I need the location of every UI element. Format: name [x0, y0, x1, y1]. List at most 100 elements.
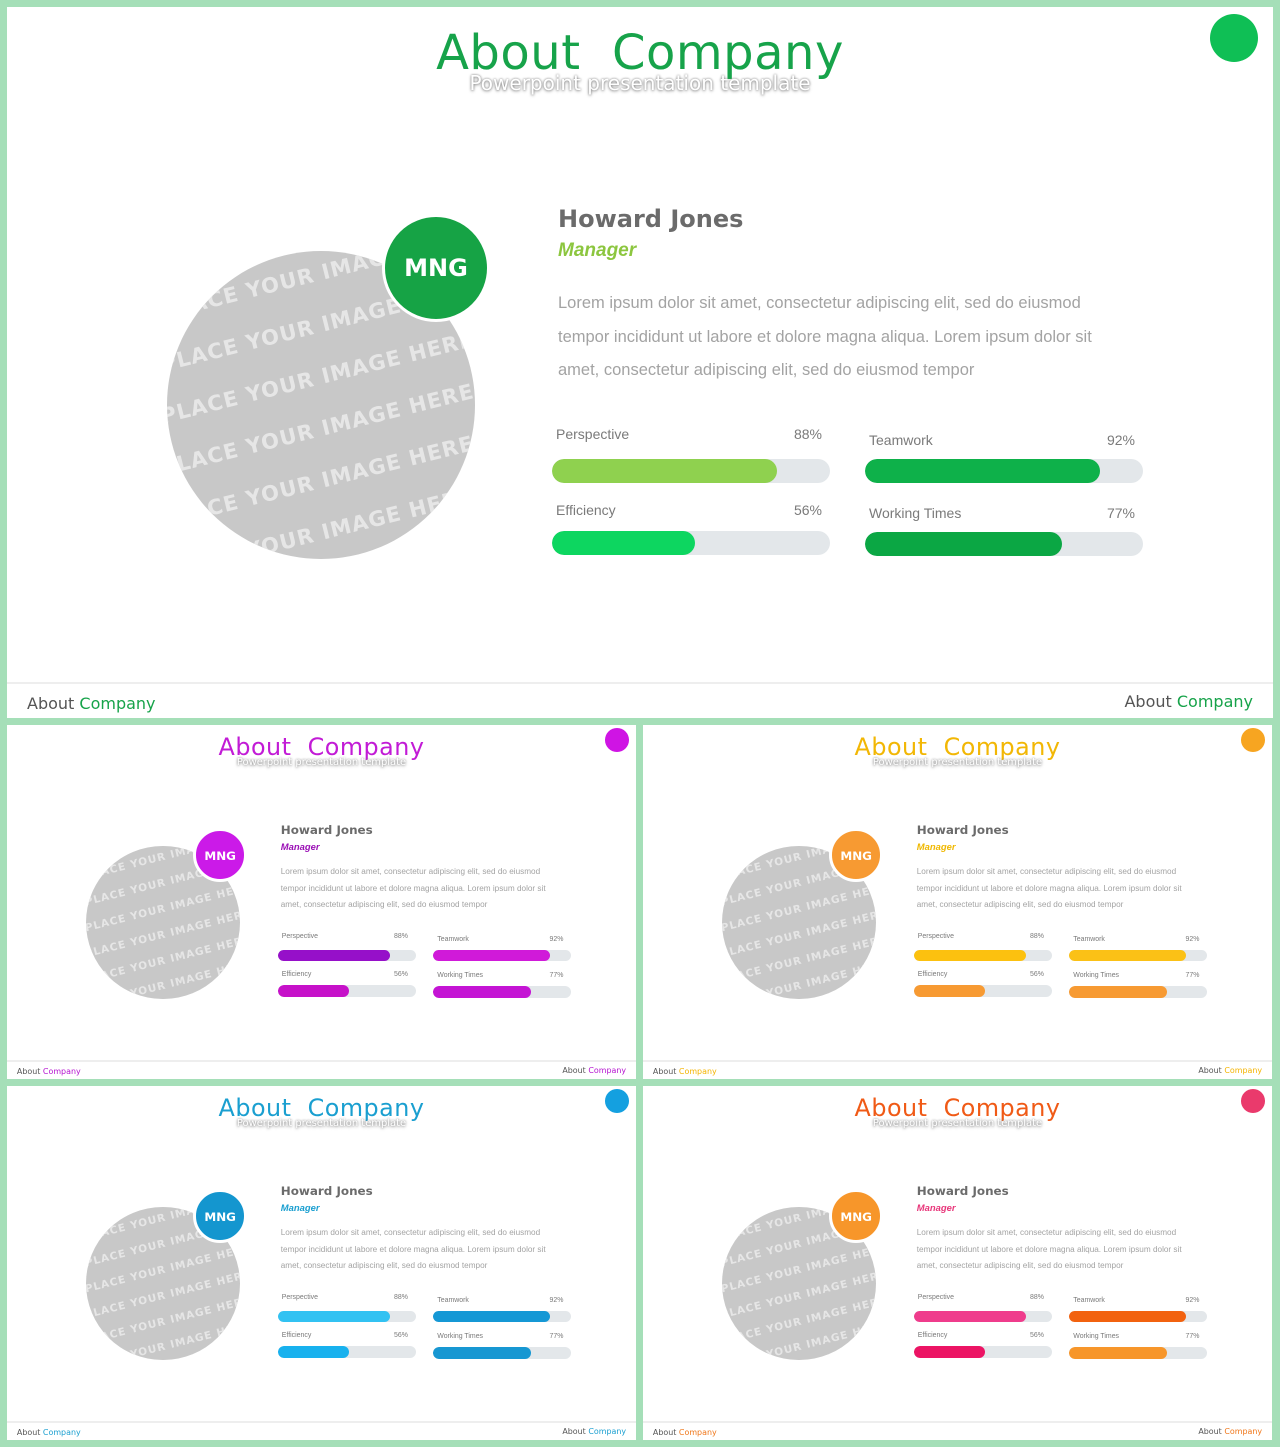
profile-description: Lorem ipsum dolor sit amet, consectetur …	[558, 294, 1092, 379]
skill-track	[433, 985, 572, 998]
skill-fill	[433, 1346, 532, 1359]
skill-percent: 77%	[549, 1333, 564, 1341]
skill-percent: 88%	[1029, 933, 1044, 941]
profile-name: Howard Jones	[280, 1184, 373, 1199]
skill-track	[277, 1346, 416, 1359]
skill-track	[433, 949, 572, 962]
footer-left: About Company	[652, 1428, 717, 1438]
skill-efficiency: Efficiency 56%	[277, 970, 416, 998]
skill-track	[913, 985, 1052, 998]
skill-label: Working Times	[437, 972, 484, 980]
slide-title: About Company	[218, 1093, 425, 1122]
skill-fill	[433, 949, 551, 962]
accent-dot	[1240, 728, 1265, 753]
skill-percent: 77%	[1185, 972, 1200, 980]
slide-subtitle: Powerpoint presentation template	[236, 1117, 407, 1129]
skill-perspective: Perspective 88%	[552, 426, 830, 483]
footer-left: About Company	[652, 1067, 717, 1077]
slide-title: About Company	[436, 25, 844, 81]
accent-dot	[1240, 1089, 1265, 1114]
profile-name: Howard Jones	[558, 205, 744, 233]
title-block: About Company Powerpoint presentation te…	[643, 1094, 1272, 1130]
skill-label: Teamwork	[437, 936, 469, 944]
accent-dot	[604, 1089, 629, 1114]
skill-track	[277, 949, 416, 962]
skill-fill	[865, 459, 1101, 483]
skill-teamwork: Teamwork 92%	[1069, 1297, 1208, 1323]
title-block: About Company Powerpoint presentation te…	[643, 733, 1272, 769]
title-block: About Company Powerpoint presentation te…	[7, 1093, 636, 1130]
skill-fill	[913, 985, 985, 998]
role-badge: MNG	[193, 1188, 247, 1243]
slide-footer: About Company About Company	[7, 1060, 636, 1079]
skill-label: Perspective	[281, 1294, 319, 1302]
skill-percent: 92%	[1185, 1297, 1200, 1305]
skill-label: Teamwork	[1073, 936, 1105, 944]
profile-role: Manager	[280, 1201, 320, 1213]
skill-label: Perspective	[556, 426, 630, 442]
skill-track	[552, 531, 830, 555]
skill-track	[552, 459, 830, 483]
skill-perspective: Perspective 88%	[913, 933, 1052, 962]
slide-footer: About Company About Company	[7, 1421, 636, 1440]
skill-fill	[433, 985, 532, 998]
skill-fill	[913, 1310, 1026, 1323]
profile-role: Manager	[916, 840, 956, 852]
skill-track	[433, 1346, 572, 1359]
slide-main: About Company Powerpoint presentation te…	[7, 7, 1273, 718]
skill-percent: 92%	[549, 936, 564, 944]
skill-track	[1069, 1310, 1208, 1323]
skill-percent: 88%	[1029, 1294, 1044, 1302]
skill-track	[277, 1310, 416, 1323]
skill-fill	[913, 1346, 985, 1359]
skill-working-times: Working Times 77%	[1069, 1333, 1208, 1359]
profile-role: Manager	[916, 1201, 956, 1213]
skill-perspective: Perspective 88%	[277, 933, 416, 962]
skill-efficiency: Efficiency 56%	[277, 1331, 416, 1359]
skill-label: Efficiency	[917, 1331, 948, 1339]
skill-percent: 92%	[549, 1297, 564, 1305]
skill-fill	[277, 1310, 390, 1323]
skill-label: Working Times	[869, 505, 962, 521]
skill-working-times: Working Times 77%	[433, 972, 572, 998]
skill-percent: 77%	[1185, 1333, 1200, 1341]
skill-label: Perspective	[281, 933, 319, 941]
slide-subtitle: Powerpoint presentation template	[872, 1117, 1043, 1129]
skill-working-times: Working Times 77%	[1069, 972, 1208, 998]
skill-percent: 88%	[393, 933, 408, 941]
skill-fill	[552, 459, 778, 483]
skill-track	[865, 532, 1143, 556]
skill-efficiency: Efficiency 56%	[913, 971, 1052, 998]
skill-label: Working Times	[1073, 1333, 1120, 1341]
skill-fill	[1069, 1346, 1168, 1359]
slide-red: About Company Powerpoint presentation te…	[643, 1086, 1272, 1440]
skill-fill	[277, 949, 390, 962]
slide-title: About Company	[218, 732, 425, 761]
skill-label: Working Times	[437, 1333, 484, 1341]
skill-percent: 56%	[793, 502, 822, 518]
skill-label: Efficiency	[281, 1331, 312, 1339]
skill-track	[1069, 949, 1208, 962]
skill-label: Efficiency	[556, 502, 616, 518]
slide-subtitle: Powerpoint presentation template	[236, 756, 407, 768]
profile-name: Howard Jones	[280, 823, 373, 838]
accent-dot	[604, 728, 629, 753]
footer-right: About Company	[562, 1066, 627, 1076]
skill-track	[433, 1310, 572, 1323]
footer-left: About Company	[16, 1428, 81, 1438]
skill-track	[1069, 985, 1208, 998]
skill-label: Working Times	[1073, 972, 1120, 980]
skill-label: Teamwork	[437, 1297, 469, 1305]
skill-label: Efficiency	[281, 970, 312, 978]
skill-label: Teamwork	[1073, 1297, 1105, 1305]
footer-right: About Company	[1198, 1066, 1263, 1076]
role-badge: MNG	[829, 827, 883, 882]
title-block: About Company Powerpoint presentation te…	[7, 732, 636, 769]
title-block: About Company Powerpoint presentation te…	[7, 25, 1273, 95]
skill-track	[913, 1346, 1052, 1359]
skill-working-times: Working Times 77%	[865, 505, 1143, 556]
footer-right: About Company	[1198, 1427, 1263, 1437]
skill-fill	[1069, 985, 1168, 998]
skill-label: Perspective	[917, 1294, 955, 1302]
profile-description: Lorem ipsum dolor sit amet, consectetur …	[280, 867, 546, 910]
